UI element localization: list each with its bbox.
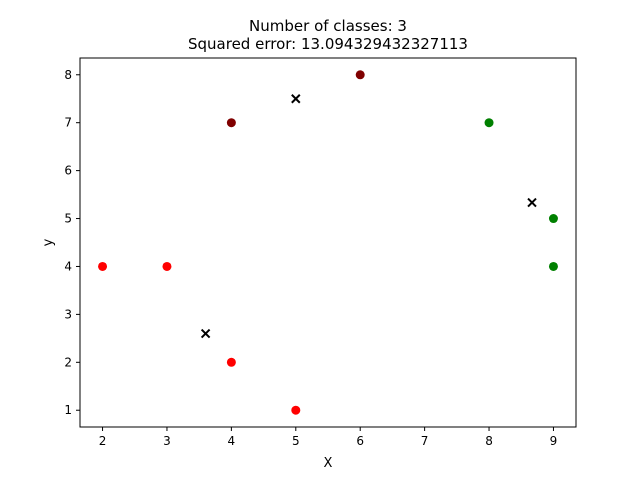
y-tick-label-1: 1 xyxy=(64,403,72,417)
x-tick-label-2: 2 xyxy=(99,434,107,448)
y-tick-label-2: 2 xyxy=(64,355,72,369)
x-axis-label: X xyxy=(324,456,333,471)
x-tick-label-9: 9 xyxy=(550,434,558,448)
data-point-series-2 xyxy=(548,261,558,271)
centroid-marker xyxy=(291,94,301,104)
data-point-series-0 xyxy=(162,261,172,271)
data-points xyxy=(98,70,558,415)
y-tick-label-8: 8 xyxy=(64,68,72,82)
y-axis-label: y xyxy=(41,238,56,246)
data-point-series-2 xyxy=(548,214,558,224)
axis-ticks: 2 3 4 5 6 7 8 9 1 2 3 4 5 6 7 8 xyxy=(64,68,557,448)
centroid-marker xyxy=(200,328,211,339)
chart-title-line-2: Squared error: 13.094329432327113 xyxy=(188,35,468,53)
x-tick-label-6: 6 xyxy=(356,434,364,448)
x-tick-label-5: 5 xyxy=(292,434,300,448)
x-tick-label-7: 7 xyxy=(421,434,429,448)
x-tick-label-3: 3 xyxy=(163,434,171,448)
y-tick-label-7: 7 xyxy=(64,116,72,130)
x-tick-label-8: 8 xyxy=(485,434,493,448)
data-point-series-0 xyxy=(226,357,236,367)
data-point-series-1 xyxy=(355,70,365,80)
centroid-marker xyxy=(527,197,537,208)
data-point-series-1 xyxy=(226,118,236,128)
data-point-series-2 xyxy=(484,118,494,128)
y-tick-label-5: 5 xyxy=(64,212,72,226)
data-point-series-0 xyxy=(98,261,108,271)
y-tick-label-4: 4 xyxy=(64,259,72,273)
chart-title-line-1: Number of classes: 3 xyxy=(249,17,407,35)
plot-area-frame xyxy=(79,57,577,428)
y-tick-label-6: 6 xyxy=(64,164,72,178)
x-tick-label-4: 4 xyxy=(228,434,236,448)
data-point-series-0 xyxy=(291,405,301,415)
y-tick-label-3: 3 xyxy=(64,307,72,321)
